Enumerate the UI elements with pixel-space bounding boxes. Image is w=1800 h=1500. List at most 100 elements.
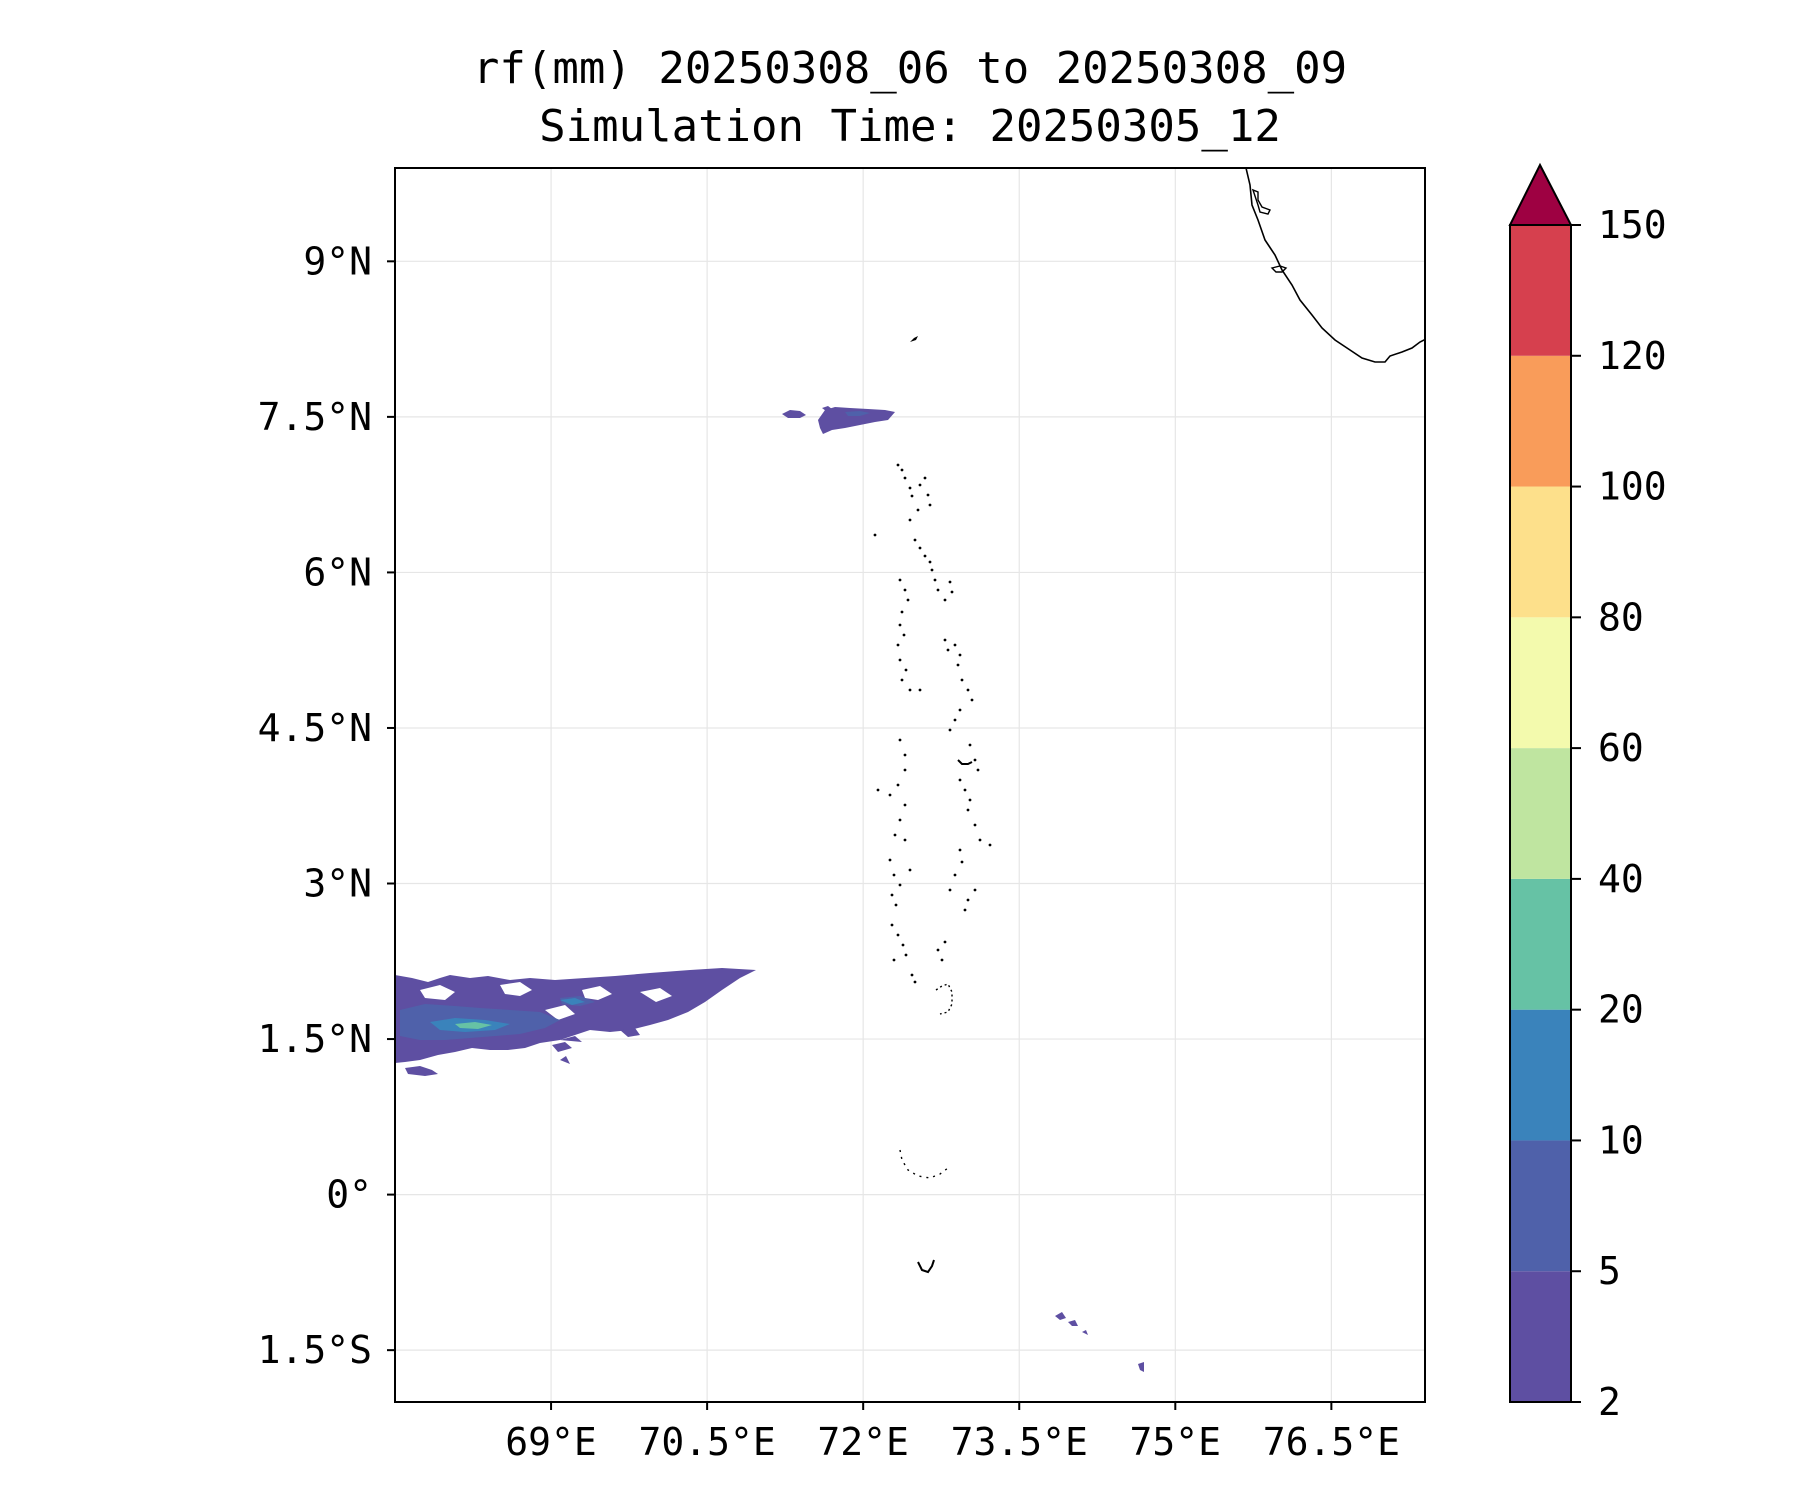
island-dot — [988, 843, 992, 847]
island-dot — [898, 738, 902, 742]
colorbar-tick-label: 120 — [1598, 334, 1667, 378]
colorbar-tick-label: 150 — [1598, 203, 1667, 247]
island-dot — [950, 590, 954, 594]
island-dot — [898, 658, 902, 662]
title-line-2: Simulation Time: 20250305_12 — [539, 101, 1281, 152]
rain-contour — [1082, 1330, 1088, 1335]
colorbar-segment — [1510, 617, 1571, 749]
rain-contour — [455, 1022, 492, 1029]
colorbar-segment — [1510, 748, 1571, 879]
island-dot — [973, 758, 977, 762]
island-dot — [953, 873, 957, 877]
axis-ticks: 69°E 70.5°E 72°E 73.5°E 75°E 76.5°E 9°N 7.5°N 6°… — [258, 239, 1400, 1464]
rain-contour — [560, 1056, 570, 1064]
island-dot — [936, 588, 940, 592]
island-dot — [926, 493, 930, 497]
island-dot — [898, 883, 902, 887]
rain-area-south — [1055, 1312, 1144, 1372]
island-dot — [928, 503, 932, 507]
island-dot — [904, 668, 908, 672]
island-dot — [896, 463, 900, 467]
island-dot — [918, 688, 922, 692]
island-dot — [966, 898, 970, 902]
island-dot — [903, 476, 907, 480]
island-dot — [903, 803, 907, 807]
island-dot — [958, 653, 962, 657]
map-frame — [394, 167, 1426, 1403]
island-dot — [893, 833, 897, 837]
colorbar-segment — [1510, 355, 1571, 487]
colorbar-tick-label: 5 — [1598, 1249, 1621, 1293]
island-dot — [908, 688, 912, 692]
island-dot — [958, 708, 962, 712]
lon-tick-label: 70.5°E — [638, 1420, 775, 1464]
island-dot — [970, 698, 974, 702]
island-dot — [953, 643, 957, 647]
lon-tick-label: 75°E — [1130, 1420, 1222, 1464]
lat-tick-label: 3°N — [303, 862, 372, 906]
island-dot — [933, 578, 937, 582]
rain-gap — [420, 985, 455, 1000]
colorbar-segment — [1510, 225, 1571, 356]
island-dot — [913, 538, 917, 542]
title-line-1: rf(mm) 20250308_06 to 20250308_09 — [472, 43, 1348, 94]
rain-contour — [1068, 1320, 1078, 1326]
island-dot — [906, 598, 910, 602]
rain-area-north — [782, 406, 895, 434]
island-dot — [976, 768, 980, 772]
island-dot — [916, 508, 920, 512]
rain-gap — [582, 986, 612, 1000]
island-dot — [908, 486, 912, 490]
island-dot — [892, 873, 896, 877]
rain-contour — [620, 1028, 640, 1037]
island-dot — [903, 588, 907, 592]
island-dot — [958, 778, 962, 782]
island-dot — [873, 533, 877, 537]
rain-contour — [560, 1036, 582, 1042]
island-dot — [910, 973, 914, 977]
rain-contour — [1055, 1312, 1066, 1320]
island-dot — [943, 598, 947, 602]
island-ring — [917, 1259, 935, 1274]
island-dot — [956, 663, 960, 667]
rain-contour — [818, 407, 895, 434]
island-dot — [973, 888, 977, 892]
island-dot — [943, 940, 947, 944]
island-dot — [963, 788, 967, 792]
chart-title: rf(mm) 20250308_06 to 20250308_09 Simula… — [395, 40, 1425, 156]
colorbar-segment — [1510, 1140, 1571, 1272]
island-dot — [892, 958, 896, 962]
island-dot — [888, 793, 892, 797]
island-dot — [898, 578, 902, 582]
colorbar: 2 5 10 20 40 60 80 100 120 150 — [1508, 162, 1667, 1424]
island-dot — [896, 933, 900, 937]
rain-contour — [552, 1042, 572, 1052]
island-dot — [903, 753, 907, 757]
island-dot — [898, 623, 902, 627]
lat-tick-label: 6°N — [303, 550, 372, 594]
colorbar-tick-label: 2 — [1598, 1380, 1621, 1424]
rain-contour — [395, 968, 756, 1063]
rain-area-west — [395, 968, 756, 1076]
lat-tick-label: 9°N — [303, 239, 372, 283]
island-ring — [899, 1149, 949, 1179]
rain-contour — [560, 998, 585, 1005]
rain-contour — [1138, 1362, 1144, 1372]
colorbar-segment — [1510, 878, 1571, 1010]
island-dot — [973, 823, 977, 827]
island-dot — [968, 798, 972, 802]
coast-detail-2 — [1270, 265, 1288, 273]
island-dot — [936, 948, 940, 952]
colorbar-tick-label: 100 — [1598, 465, 1667, 509]
island-dot — [966, 808, 970, 812]
island-ring — [957, 759, 973, 765]
island-dot — [904, 953, 908, 957]
island-dot — [946, 648, 950, 652]
colorbar-extend-arrow — [1508, 162, 1573, 226]
lat-tick-label: 1.5°N — [258, 1017, 372, 1061]
island-dot — [901, 943, 905, 947]
lon-tick-label: 69°E — [505, 1420, 597, 1464]
rain-contour — [845, 411, 870, 416]
island-dot — [930, 568, 934, 572]
colorbar-segment — [1510, 1009, 1571, 1141]
